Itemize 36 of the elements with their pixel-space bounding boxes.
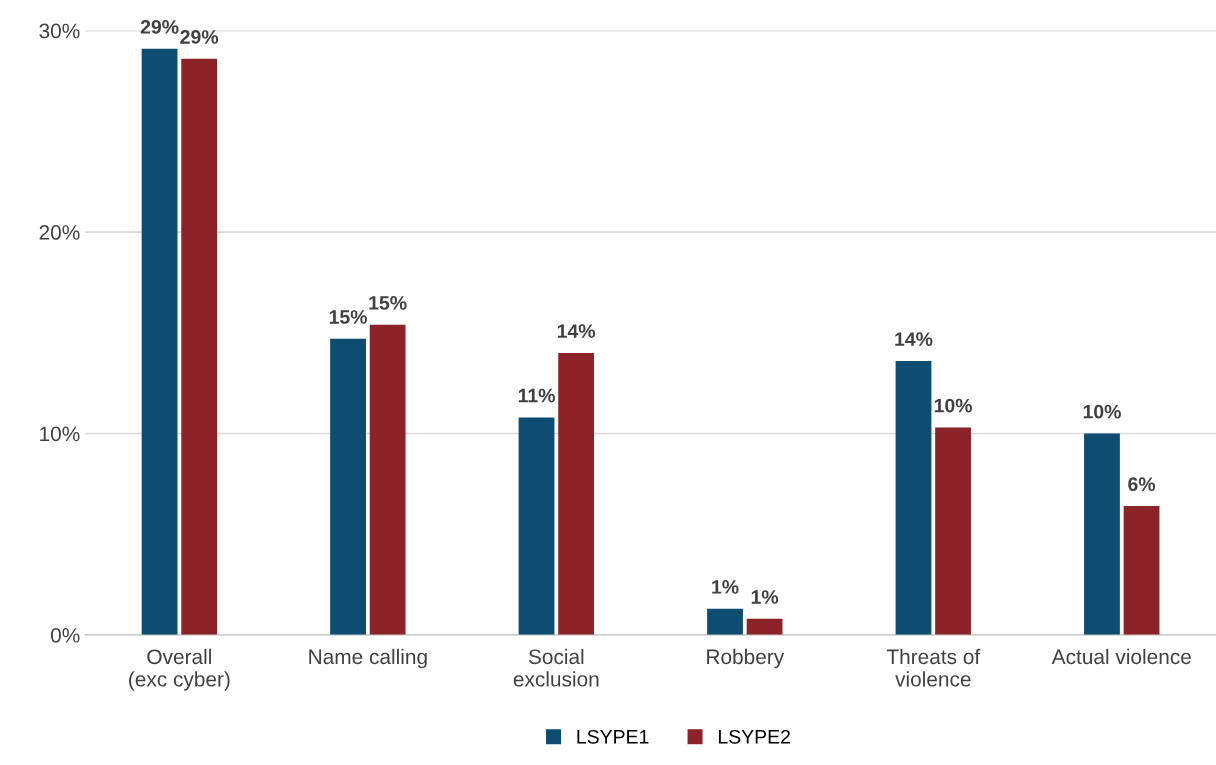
data-label: 6% — [1128, 477, 1156, 492]
bar — [141, 48, 178, 635]
bar — [707, 608, 743, 635]
data-label: 11% — [518, 388, 555, 403]
data-label: 15% — [329, 310, 367, 324]
x-tick-label: Robbery — [707, 648, 785, 669]
legend-label: LSYPE2 — [719, 729, 790, 744]
y-tick-label: 20% — [39, 225, 80, 240]
y-tick-label: 30% — [39, 23, 80, 39]
data-label: 1% — [712, 580, 739, 594]
bar — [181, 58, 218, 635]
bar — [895, 360, 932, 635]
data-label: 14% — [557, 324, 596, 338]
data-label: 10% — [934, 398, 973, 413]
bar — [1123, 506, 1160, 635]
bar — [369, 324, 406, 635]
x-tick-label: Social exclusion — [513, 648, 599, 687]
bar — [1084, 433, 1120, 635]
bar — [746, 618, 783, 635]
x-tick-label: Actual violence — [1051, 648, 1191, 665]
data-label: 14% — [895, 332, 933, 346]
y-tick-label: 0% — [50, 627, 80, 643]
data-label: 29% — [180, 30, 219, 44]
data-label: 1% — [751, 590, 779, 604]
bar — [935, 427, 971, 635]
bar — [330, 338, 366, 635]
y-tick-label: 10% — [40, 426, 80, 442]
bar — [558, 352, 595, 635]
legend-label: LSYPE1 — [577, 729, 649, 744]
x-tick-label: Overall (exc cyber) — [129, 648, 230, 691]
x-tick-label: Threats of violence — [886, 648, 981, 687]
x-tick-label: Name calling — [309, 648, 427, 669]
data-label: 15% — [369, 296, 407, 310]
bar — [518, 417, 555, 635]
data-label: 10% — [1083, 404, 1121, 419]
data-label: 29% — [140, 20, 179, 34]
